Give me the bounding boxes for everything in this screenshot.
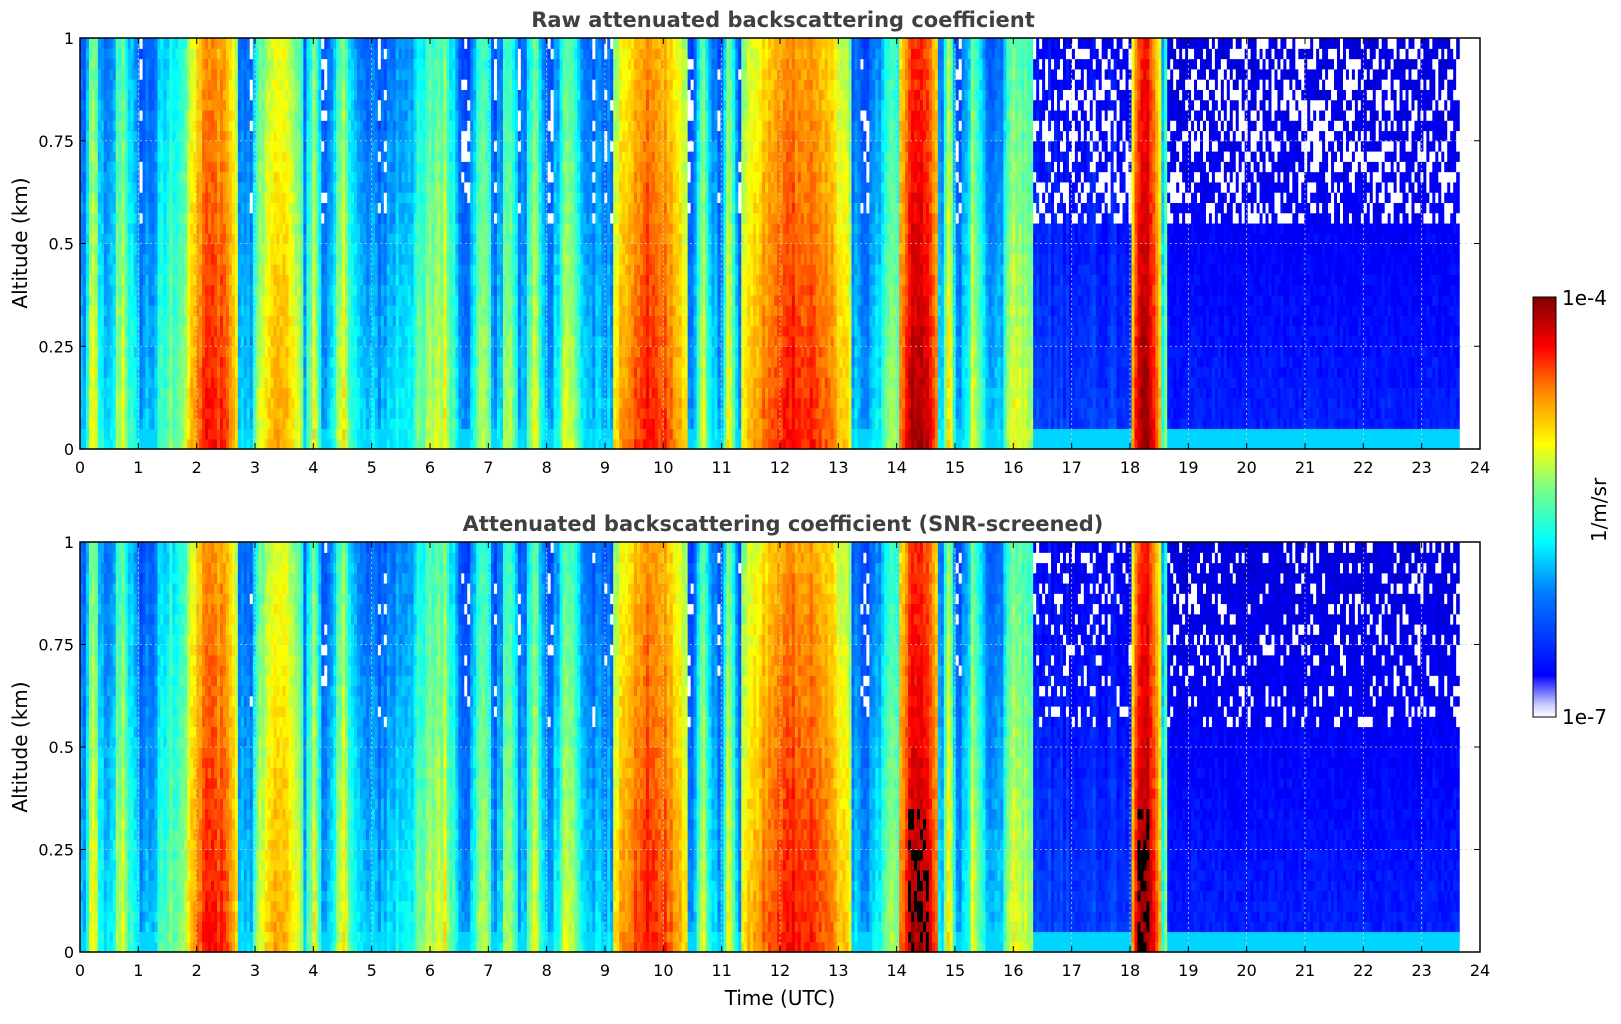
panel-title: Raw attenuated backscattering coefficien… xyxy=(531,8,1035,32)
chart-canvas: Raw attenuated backscattering coefficien… xyxy=(0,0,1621,1020)
panel-raw: Raw attenuated backscattering coefficien… xyxy=(8,8,1490,477)
figure: Raw attenuated backscattering coefficien… xyxy=(0,0,1621,1020)
